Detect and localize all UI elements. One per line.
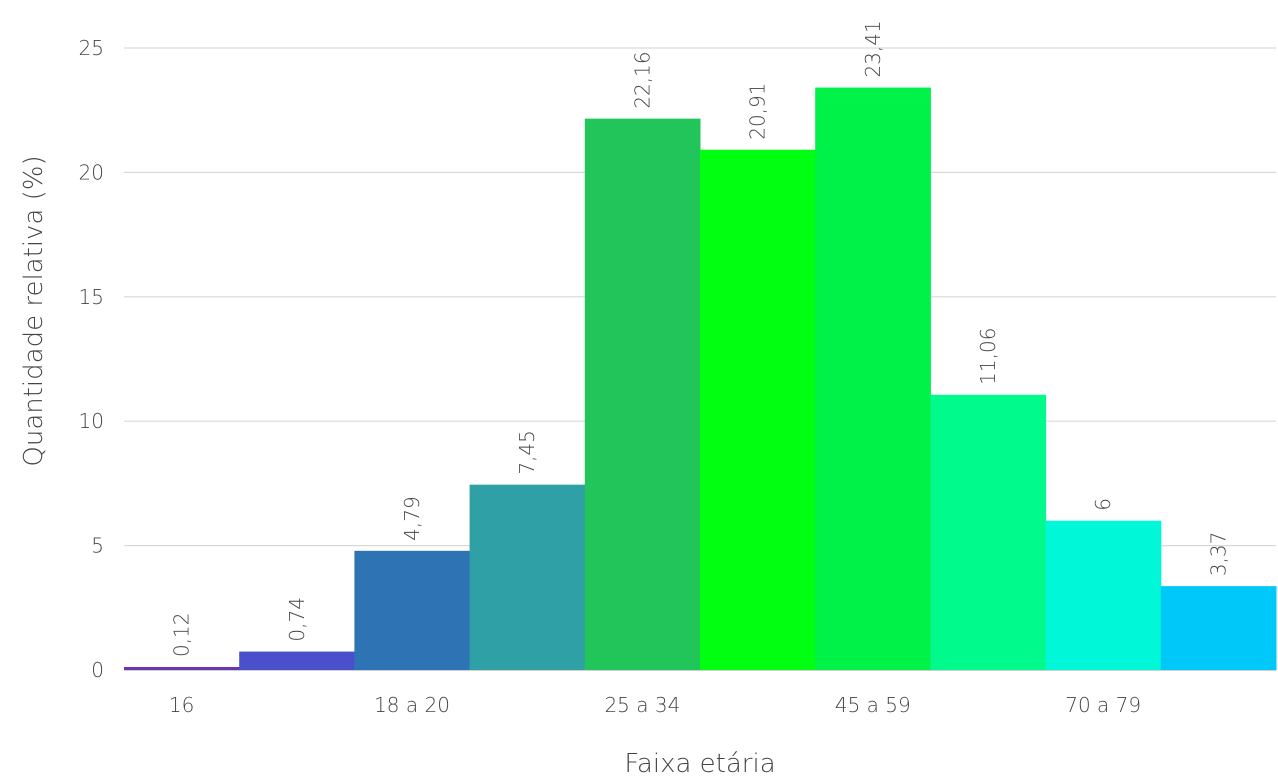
x-tick-label: 16 [169, 693, 194, 717]
bar-value-label: 20,91 [746, 82, 770, 139]
bar [1160, 586, 1277, 670]
bar-value-label: 11,06 [976, 328, 1000, 385]
bar-value-label: 6 [1091, 498, 1115, 511]
bar [469, 484, 586, 670]
y-tick-label: 5 [91, 534, 104, 558]
x-axis-ticks: 16 18 a 20 25 a 34 45 a 59 70 a 79 [169, 693, 1141, 717]
bars [124, 87, 1277, 671]
x-axis-title: Faixa etária [624, 749, 775, 779]
bar [815, 87, 931, 670]
y-axis-title: Quantidade relativa (%) [19, 155, 49, 466]
data-labels: 0,12 0,74 4,79 7,45 22,16 20,91 23,41 11,06 6 3,3… [170, 20, 1231, 657]
y-tick-label: 20 [79, 160, 104, 184]
bar-value-label: 22,16 [630, 51, 654, 108]
y-axis-ticks: 0 5 10 15 20 25 [79, 36, 104, 682]
bar [1045, 520, 1162, 670]
x-tick-label: 45 a 59 [835, 693, 911, 717]
bar [930, 394, 1047, 670]
bar [354, 550, 471, 670]
bar-value-label: 3,37 [1206, 532, 1230, 577]
bar-value-label: 23,41 [861, 20, 885, 77]
bar-value-label: 0,74 [285, 597, 309, 642]
bar [239, 651, 355, 670]
y-tick-label: 10 [79, 409, 104, 433]
bar-value-label: 0,12 [170, 612, 194, 657]
x-tick-label: 18 a 20 [374, 693, 450, 717]
x-tick-label: 70 a 79 [1065, 693, 1141, 717]
bar [700, 149, 816, 670]
x-tick-label: 25 a 34 [604, 693, 680, 717]
y-tick-label: 25 [79, 36, 104, 60]
y-tick-label: 0 [91, 658, 104, 682]
y-tick-label: 15 [79, 285, 104, 309]
bar [124, 667, 240, 670]
bar [584, 118, 701, 671]
bar-value-label: 4,79 [400, 496, 424, 541]
bar-value-label: 7,45 [515, 430, 539, 475]
